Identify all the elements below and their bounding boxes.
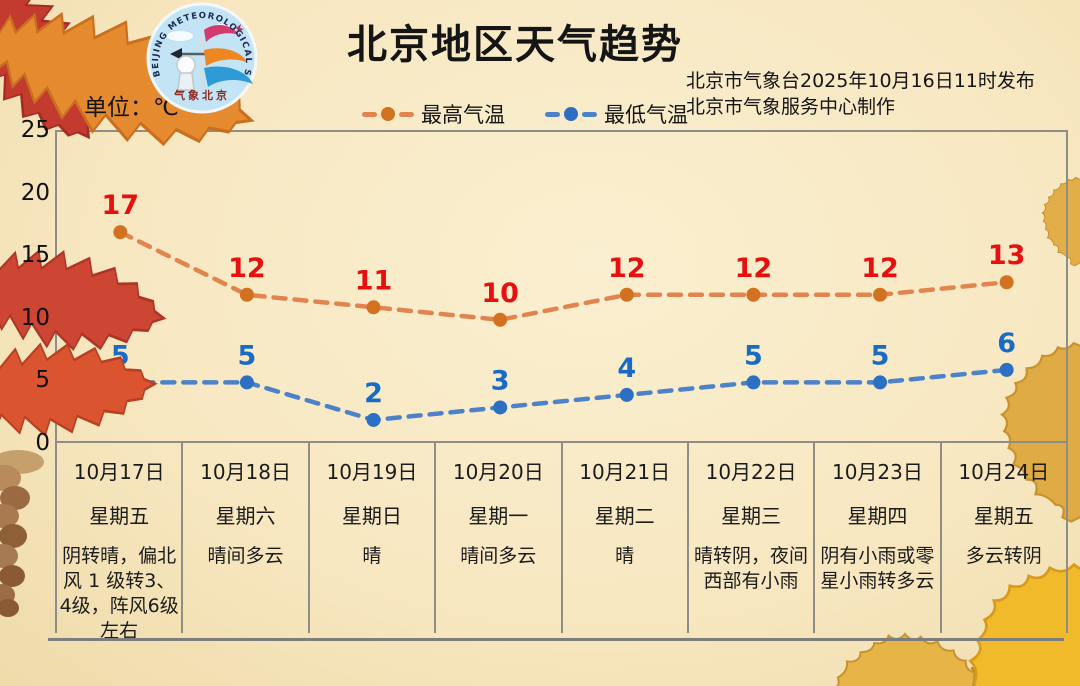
- forecast-date: 10月23日: [831, 460, 923, 484]
- issue-info: 北京市气象台2025年10月16日11时发布 北京市气象服务中心制作: [686, 68, 1035, 120]
- forecast-date: 10月22日: [705, 460, 797, 484]
- forecast-date: 10月20日: [452, 460, 544, 484]
- forecast-weather: 晴转阴，夜间西部有小雨: [694, 545, 809, 592]
- forecast-cell-7: 10月24日 星期五多云转阴: [942, 443, 1066, 633]
- data-point-marker: [619, 387, 634, 402]
- low-series-swatch-icon: [545, 107, 597, 121]
- legend-label-high: 最高气温: [421, 103, 505, 127]
- forecast-weather: 晴: [362, 545, 382, 567]
- forecast-weather: 晴间多云: [460, 545, 537, 567]
- beijing-meteorological-service-logo: BEIJING METEOROLOGICAL SERVICE 气象北京: [146, 2, 258, 114]
- data-point-marker: [746, 375, 761, 390]
- data-point-label: 12: [608, 253, 646, 284]
- forecast-cell-4: 10月21日 星期二晴: [563, 443, 689, 633]
- forecast-cell-5: 10月22日 星期三晴转阴，夜间西部有小雨: [689, 443, 816, 633]
- y-axis-tick-label: 15: [20, 242, 50, 269]
- forecast-weekday: 星期五: [89, 504, 150, 528]
- data-point-label: 4: [617, 353, 636, 384]
- data-point-label: 5: [238, 340, 257, 371]
- data-point-label: 12: [861, 253, 899, 284]
- data-point-marker: [999, 275, 1014, 290]
- data-point-label: 6: [997, 328, 1016, 359]
- page-title: 北京地区天气趋势: [347, 22, 683, 68]
- issue-line-1: 北京市气象台2025年10月16日11时发布: [686, 70, 1035, 92]
- data-point-marker: [239, 375, 254, 390]
- radar-dome-icon: [176, 55, 196, 75]
- forecast-date: 10月24日: [958, 460, 1050, 484]
- forecast-cell-6: 10月23日 星期四阴有小雨或零星小雨转多云: [815, 443, 942, 633]
- data-point-marker: [113, 375, 128, 390]
- forecast-table: 10月17日 星期五 阴转晴，偏北风 1 级转3、4级，阵风6级左右 10月18日 星期…: [55, 443, 1068, 642]
- forecast-weekday: 星期六: [215, 504, 276, 528]
- data-point-marker: [493, 400, 508, 415]
- forecast-weekday: 星期一: [468, 504, 529, 528]
- y-axis-tick-label: 20: [20, 179, 50, 206]
- forecast-cell-2: 10月19日 星期日晴: [310, 443, 437, 633]
- forecast-weekday: 星期二: [594, 504, 655, 528]
- forecast-weather: 多云转阴: [965, 545, 1042, 567]
- forecast-cell-3: 10月20日 星期一晴间多云: [436, 443, 563, 633]
- data-point-label: 3: [491, 365, 510, 396]
- data-point-marker: [113, 225, 128, 240]
- forecast-date: 10月19日: [326, 460, 418, 484]
- y-axis-tick-label: 10: [20, 304, 50, 331]
- data-point-marker: [873, 375, 888, 390]
- y-axis-tick-label: 0: [35, 430, 50, 456]
- forecast-weekday: 星期日: [341, 504, 402, 528]
- bottom-divider-line: [48, 638, 1064, 641]
- high-series-swatch-icon: [362, 107, 414, 121]
- data-point-label: 5: [111, 340, 130, 371]
- wind-vane-pole-icon: [200, 36, 204, 92]
- forecast-weather: 阴转晴，偏北风 1 级转3、4级，阵风6级左右: [59, 545, 179, 642]
- y-axis-tick-label: 25: [20, 117, 50, 143]
- y-axis-tick-label: 5: [35, 367, 50, 394]
- forecast-cell-0: 10月17日 星期五阴转晴，偏北风 1 级转3、4级，阵风6级左右: [57, 443, 184, 642]
- data-point-marker: [619, 287, 634, 302]
- data-point-label: 12: [228, 253, 266, 284]
- data-point-label: 13: [988, 240, 1026, 271]
- legend-item-low: 最低气温: [545, 99, 688, 129]
- logo-bottom-text: 气象北京: [173, 88, 230, 102]
- forecast-weather: 晴: [615, 545, 635, 567]
- temperature-line-chart: 17 12 11 10 12 12 12 13 5 5 2 3 4 5 5 6: [102, 190, 1026, 427]
- forecast-date: 10月17日: [73, 460, 165, 484]
- data-point-marker: [366, 412, 381, 427]
- data-point-marker: [493, 312, 508, 327]
- forecast-weekday: 星期五: [973, 504, 1034, 528]
- data-point-marker: [239, 287, 254, 302]
- data-point-label: 5: [744, 340, 763, 371]
- issue-line-2: 北京市气象服务中心制作: [686, 96, 896, 118]
- chart-legend: 最高气温 最低气温: [362, 99, 688, 129]
- legend-item-high: 最高气温: [362, 99, 505, 129]
- forecast-weekday: 星期四: [847, 504, 908, 528]
- data-point-marker: [746, 287, 761, 302]
- data-point-marker: [366, 300, 381, 315]
- data-point-marker: [873, 287, 888, 302]
- forecast-weekday: 星期三: [721, 504, 782, 528]
- data-point-label: 17: [102, 190, 140, 221]
- forecast-weather: 阴有小雨或零星小雨转多云: [820, 545, 935, 592]
- radar-tower-icon: [177, 72, 195, 91]
- forecast-weather: 晴间多云: [207, 545, 284, 567]
- series-line-0: [118, 229, 1009, 323]
- data-point-marker: [999, 362, 1014, 377]
- series-line-1: [118, 367, 1009, 423]
- forecast-cell-1: 10月18日 星期六晴间多云: [183, 443, 310, 633]
- data-point-label: 11: [355, 265, 393, 296]
- data-point-label: 5: [871, 340, 890, 371]
- legend-label-low: 最低气温: [604, 103, 688, 127]
- data-point-label: 12: [735, 253, 773, 284]
- chart-plot-area: 17 12 11 10 12 12 12 13 5 5 2 3 4 5 5 6: [55, 130, 1068, 443]
- data-point-label: 10: [481, 278, 519, 309]
- forecast-date: 10月18日: [200, 460, 292, 484]
- data-point-label: 2: [364, 378, 383, 409]
- forecast-date: 10月21日: [579, 460, 671, 484]
